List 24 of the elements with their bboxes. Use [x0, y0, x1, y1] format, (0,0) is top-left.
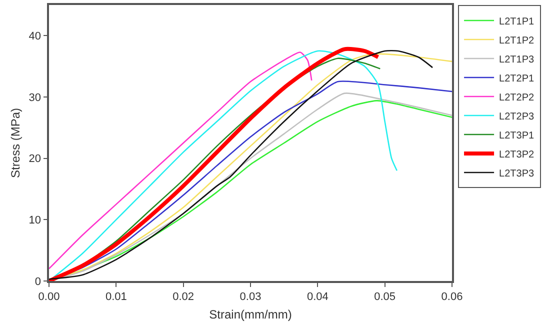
x-tick-label: 0.02: [172, 290, 194, 303]
legend-label: L2T1P2: [499, 35, 535, 46]
y-tick-label: 30: [28, 92, 42, 104]
x-tick-label: 0.03: [240, 290, 262, 303]
x-axis-title: Strain(mm/mm): [209, 307, 292, 322]
legend-label: L2T3P1: [499, 130, 535, 142]
y-tick-label: 0: [34, 276, 42, 288]
x-tick-label: 0.06: [441, 290, 463, 303]
x-tick-label: 0.01: [105, 290, 127, 303]
legend-label: L2T2P3: [499, 111, 535, 122]
legend-label: L2T1P3: [499, 54, 535, 66]
legend-label: L2T3P2: [499, 149, 535, 160]
x-tick-label: 0.04: [306, 290, 328, 303]
y-axis-title: Stress (MPa): [8, 108, 23, 178]
legend-label: L2T1P1: [499, 16, 535, 28]
x-tick-label: 0.05: [374, 290, 396, 303]
y-tick-label: 40: [28, 30, 42, 43]
y-tick-label: 20: [28, 153, 42, 166]
legend-label: L2T2P2: [499, 92, 535, 104]
line-series: [49, 52, 312, 270]
x-tick-label: 0.00: [38, 290, 60, 303]
legend-label: L2T2P1: [499, 73, 535, 84]
legend-label: L2T3P3: [499, 168, 535, 180]
y-tick-label: 10: [28, 214, 42, 227]
